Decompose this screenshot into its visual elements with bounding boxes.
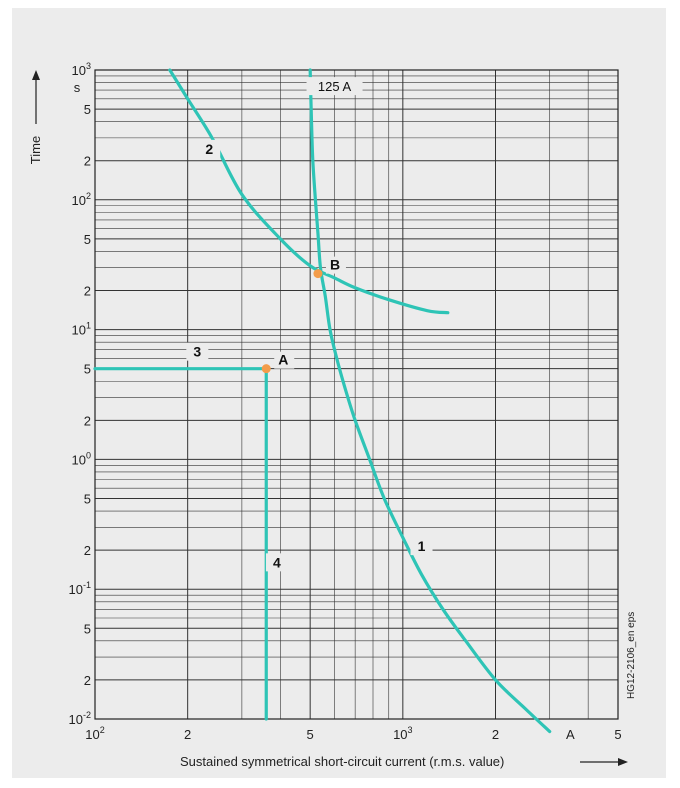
callout-label: 125 A (318, 79, 352, 94)
y-tick-label: 10-1 (69, 580, 91, 597)
y-axis-title-group: Time (28, 70, 43, 164)
y-tick-label: 2 (84, 284, 91, 299)
x-tick-label: 2 (184, 727, 191, 742)
chart-svg: 102 2 5 103 2 5 A 103 5 2 102 5 2 101 5 2 100 5 2 10-1 5 2 10-… (28, 61, 637, 769)
x-unit-label: A (566, 727, 575, 742)
callout-label: 1 (418, 538, 426, 554)
y-tick-label: 100 (72, 450, 91, 467)
labels: 102 2 5 103 2 5 A 103 5 2 102 5 2 101 5 2 100 5 2 10-1 5 2 10-… (69, 61, 622, 742)
y-unit-label: s (74, 80, 81, 95)
y-tick-label: 5 (84, 232, 91, 247)
x-tick-label: 5 (614, 727, 621, 742)
callout-bg (306, 77, 363, 96)
y-tick-label: 5 (84, 621, 91, 636)
y-tick-label: 10-2 (69, 710, 91, 727)
x-axis-title: Sustained symmetrical short-circuit curr… (180, 754, 504, 769)
callout-label: 2 (205, 141, 213, 157)
y-tick-label: 2 (84, 154, 91, 169)
callout-bg (410, 537, 433, 556)
y-axis-arrowhead (32, 70, 40, 80)
y-tick-label: 102 (72, 191, 91, 208)
y-tick-label: 5 (84, 362, 91, 377)
plot-frame (94, 69, 619, 720)
y-tick-label: 2 (84, 413, 91, 428)
marker-label-a: A (278, 352, 288, 368)
curve-2 (168, 68, 450, 315)
marker-label-b: B (330, 257, 340, 273)
y-tick-label: 103 (72, 61, 91, 78)
y-tick-label: 5 (84, 491, 91, 506)
x-tick-label: 5 (307, 727, 314, 742)
x-tick-label: 2 (492, 727, 499, 742)
grid (95, 70, 618, 719)
y-axis-title: Time (28, 136, 43, 164)
marker-a (261, 364, 271, 374)
x-tick-label: 103 (393, 725, 412, 742)
x-tick-label: 102 (85, 725, 104, 742)
y-tick-label: 101 (72, 321, 91, 338)
callout-label: 4 (273, 554, 281, 570)
figure-code: HG12-2106_en eps (626, 612, 637, 699)
callout-bg (186, 342, 209, 361)
callout-label: 3 (193, 344, 201, 360)
curve-1 (308, 68, 552, 734)
x-axis-title-group: Sustained symmetrical short-circuit curr… (180, 754, 628, 769)
callout-bg (198, 139, 221, 158)
chart-panel: 102 2 5 103 2 5 A 103 5 2 102 5 2 101 5 2 100 5 2 10-1 5 2 10-… (12, 8, 666, 778)
marker-label-bg (325, 256, 346, 274)
marker-b (313, 269, 323, 279)
y-tick-label: 5 (84, 102, 91, 117)
curves (93, 68, 552, 734)
y-tick-label: 2 (84, 673, 91, 688)
y-tick-label: 2 (84, 543, 91, 558)
callout-bg (265, 553, 288, 572)
x-axis-arrowhead (618, 758, 628, 766)
marker-label-bg (274, 351, 295, 369)
